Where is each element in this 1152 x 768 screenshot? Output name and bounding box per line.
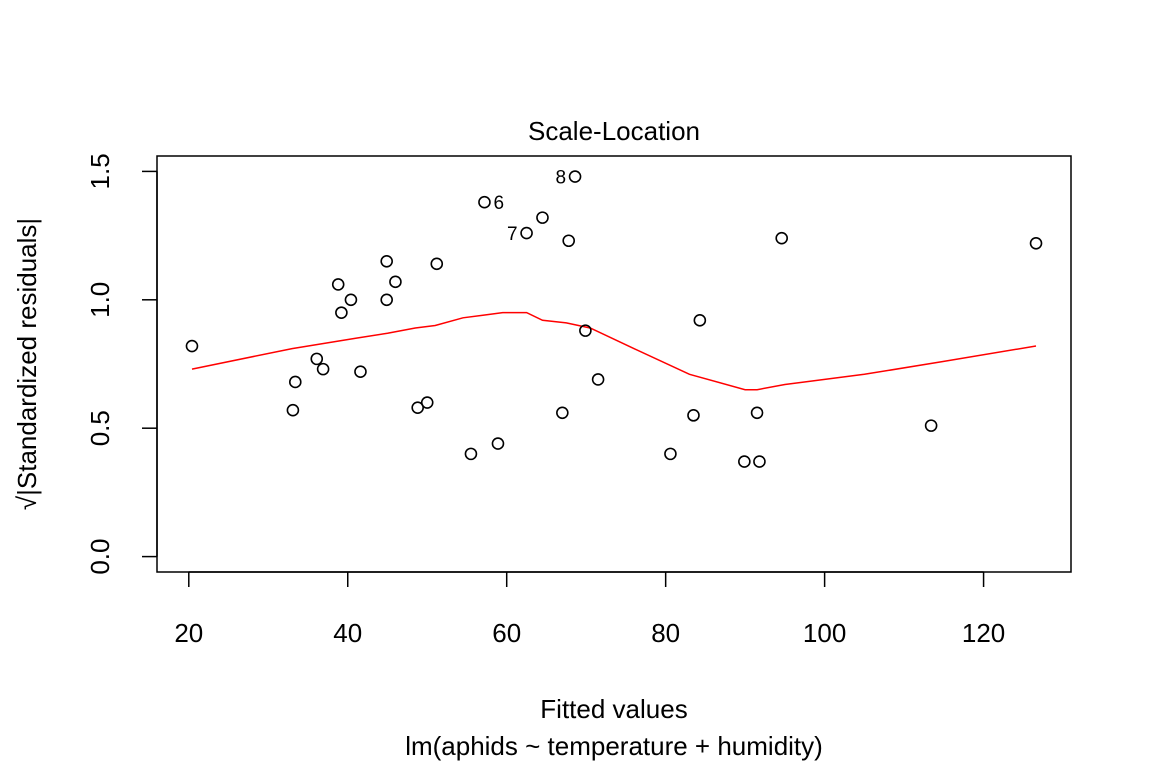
y-axis-label: √|Standardized residuals| <box>12 218 42 510</box>
data-point <box>591 373 605 386</box>
data-point <box>389 275 402 289</box>
point-label: 7 <box>507 224 518 245</box>
data-point <box>687 409 700 422</box>
data-point <box>420 396 434 409</box>
data-point <box>331 278 345 291</box>
data-point <box>1029 237 1043 250</box>
data-point <box>491 437 505 450</box>
data-point <box>568 170 582 183</box>
loess-smoother-line <box>191 311 1037 391</box>
data-point <box>775 231 788 245</box>
data-point <box>579 324 592 337</box>
point-label: 6 <box>493 193 504 214</box>
data-point <box>536 211 549 224</box>
x-tick-label: 20 <box>174 618 203 648</box>
y-axis-label-group: √|Standardized residuals| <box>12 218 42 510</box>
data-point <box>344 293 358 307</box>
data-point <box>753 455 766 468</box>
data-point <box>288 375 302 389</box>
smoother-layer <box>191 311 1037 391</box>
data-point <box>562 234 575 248</box>
data-point <box>664 447 677 461</box>
data-point <box>693 314 707 327</box>
y-axis: 0.0 0.5 1.0 1.5 <box>85 153 158 575</box>
data-point <box>380 293 393 307</box>
x-axis: 20 40 60 80 100 120 <box>174 571 1005 648</box>
y-axis-label-text: |Standardized residuals| <box>12 218 42 496</box>
data-point <box>286 403 300 417</box>
data-point <box>464 447 478 461</box>
x-tick-label: 100 <box>803 618 846 648</box>
data-point <box>924 419 938 432</box>
sqrt-symbol: √ <box>12 495 42 510</box>
x-axis-label: Fitted values <box>540 694 687 724</box>
y-tick-label: 0.0 <box>85 539 115 575</box>
data-point <box>310 352 324 366</box>
x-tick-label: 120 <box>962 618 1005 648</box>
points-layer <box>185 170 1043 468</box>
data-point <box>316 362 330 376</box>
data-point <box>380 254 393 268</box>
plot-box <box>156 155 1072 573</box>
x-tick-label: 40 <box>333 618 362 648</box>
model-formula-label: lm(aphids ~ temperature + humidity) <box>405 731 823 761</box>
data-point <box>335 306 348 319</box>
data-point <box>738 455 751 468</box>
data-point <box>411 401 424 414</box>
data-point <box>185 339 199 353</box>
point-labels-layer: 67 8 <box>493 168 566 245</box>
x-tick-label: 80 <box>651 618 680 648</box>
data-point <box>478 195 491 209</box>
y-tick-label: 0.5 <box>85 410 115 446</box>
y-tick-label: 1.0 <box>85 282 115 318</box>
data-point <box>750 406 764 420</box>
plot-title: Scale-Location <box>528 116 700 146</box>
data-point <box>354 365 367 379</box>
y-tick-label: 1.5 <box>85 153 115 189</box>
data-point <box>556 406 569 420</box>
x-tick-label: 60 <box>492 618 521 648</box>
point-label: 8 <box>555 168 566 189</box>
data-point <box>430 257 444 271</box>
data-point <box>520 226 533 240</box>
